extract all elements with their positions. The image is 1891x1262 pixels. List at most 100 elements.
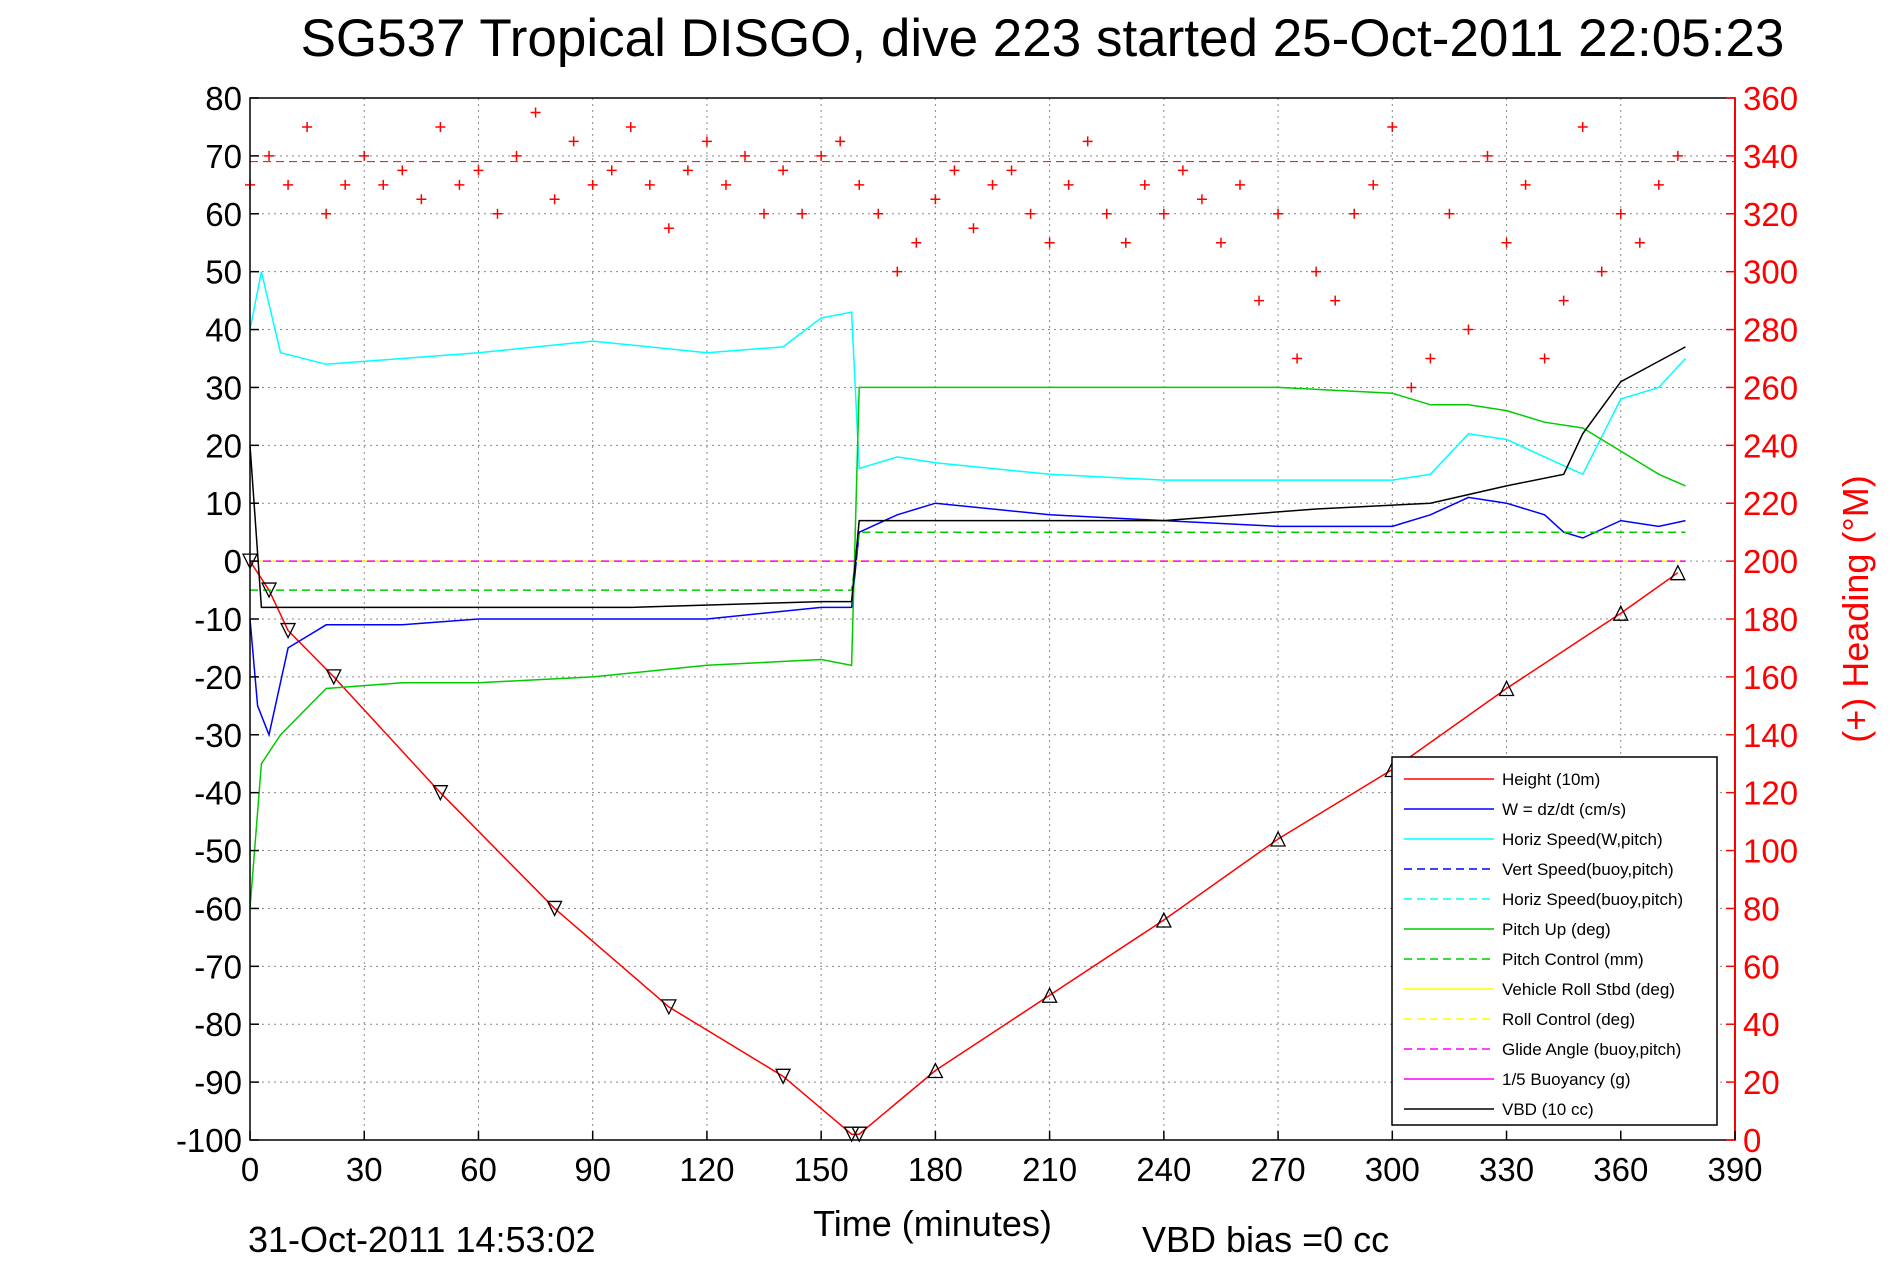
heading-point	[1653, 179, 1664, 190]
x-tick-label: 90	[574, 1151, 611, 1188]
y-tick-label: 70	[205, 138, 242, 175]
y-tick-label: 0	[224, 543, 242, 580]
x-tick-label: 330	[1479, 1151, 1534, 1188]
heading-point	[1196, 194, 1207, 205]
heading-point	[1539, 353, 1550, 364]
heading-point	[378, 179, 389, 190]
heading-point	[1025, 208, 1036, 219]
x-axis-label: Time (minutes)	[813, 1203, 1052, 1244]
x-tick-label: 390	[1707, 1151, 1762, 1188]
footer-vbd-bias: VBD bias =0 cc	[1142, 1219, 1389, 1260]
series-line-vbd-10-cc	[249, 346, 1686, 609]
heading-point	[987, 179, 998, 190]
heading-point	[1158, 208, 1169, 219]
legend-entry: Vehicle Roll Stbd (deg)	[1502, 980, 1675, 999]
heading-point	[1406, 382, 1417, 393]
x-tick-label: 240	[1136, 1151, 1191, 1188]
y-right-tick-label: 220	[1743, 485, 1798, 522]
heading-point	[1006, 165, 1017, 176]
heading-point	[1120, 237, 1131, 248]
heading-point	[416, 194, 427, 205]
heading-point	[321, 208, 332, 219]
heading-point	[1463, 324, 1474, 335]
x-tick-label: 180	[908, 1151, 963, 1188]
legend-entry: Glide Angle (buoy,pitch)	[1502, 1040, 1681, 1059]
y-right-tick-label: 180	[1743, 601, 1798, 638]
x-tick-label: 270	[1251, 1151, 1306, 1188]
y-tick-label: -90	[194, 1064, 242, 1101]
legend-entry: Horiz Speed(buoy,pitch)	[1502, 890, 1683, 909]
height-marker	[432, 785, 449, 802]
y-tick-label: -50	[194, 833, 242, 870]
heading-point	[1311, 266, 1322, 277]
heading-point	[873, 208, 884, 219]
heading-point	[644, 179, 655, 190]
x-tick-label: 0	[241, 1151, 259, 1188]
legend-box	[1391, 756, 1718, 1126]
heading-point	[359, 150, 370, 161]
y-tick-label: -10	[194, 601, 242, 638]
heading-point	[1101, 208, 1112, 219]
heading-point	[549, 194, 560, 205]
heading-point	[454, 179, 465, 190]
legend-entry: Roll Control (deg)	[1502, 1010, 1635, 1029]
height-marker	[775, 1068, 792, 1085]
heading-point	[340, 179, 351, 190]
legend-entry: Pitch Up (deg)	[1502, 920, 1611, 939]
y-tick-label: -60	[194, 890, 242, 927]
y-tick-label: -80	[194, 1006, 242, 1043]
heading-point	[302, 121, 313, 132]
series-line-horiz-speed-w-pitch	[249, 271, 1687, 481]
heading-point	[1444, 208, 1455, 219]
footer-timestamp: 31-Oct-2011 14:53:02	[248, 1219, 596, 1260]
heading-point	[1063, 179, 1074, 190]
legend-entry: W = dz/dt (cm/s)	[1502, 800, 1626, 819]
heading-point	[930, 194, 941, 205]
height-marker	[325, 669, 342, 686]
height-marker	[280, 622, 297, 640]
y-tick-label: -30	[194, 717, 242, 754]
heading-point	[587, 179, 598, 190]
tick-layer: 80706050403020100-10-20-30-40-50-60-70-8…	[176, 80, 1798, 1188]
height-marker	[1041, 986, 1058, 1003]
y-tick-label: -100	[176, 1122, 242, 1159]
height-marker	[851, 1126, 868, 1143]
legend-entry: Vert Speed(buoy,pitch)	[1502, 860, 1674, 879]
height-marker	[1155, 911, 1172, 928]
heading-point	[264, 150, 275, 161]
height-marker	[1612, 604, 1629, 621]
y-right-tick-label: 340	[1743, 138, 1798, 175]
y-right-tick-label: 360	[1743, 80, 1798, 117]
heading-point	[1330, 295, 1341, 306]
heading-point	[949, 165, 960, 176]
y-tick-label: -70	[194, 948, 242, 985]
heading-point	[606, 165, 617, 176]
height-marker	[927, 1062, 944, 1079]
heading-point	[1482, 150, 1493, 161]
heading-point	[283, 179, 294, 190]
y-tick-label: -20	[194, 659, 242, 696]
heading-point	[1577, 121, 1588, 132]
y-right-tick-label: 280	[1743, 312, 1798, 349]
heading-point	[1139, 179, 1150, 190]
y-tick-label: 80	[205, 80, 242, 117]
heading-point	[1615, 208, 1626, 219]
legend-entry: Horiz Speed(W,pitch)	[1502, 830, 1663, 849]
y-tick-label: 40	[205, 312, 242, 349]
heading-point	[663, 223, 674, 234]
heading-point	[1558, 295, 1569, 306]
heading-point	[854, 179, 865, 190]
x-tick-label: 120	[679, 1151, 734, 1188]
heading-point	[778, 165, 789, 176]
legend-entry: Pitch Control (mm)	[1502, 950, 1644, 969]
heading-point	[1672, 150, 1683, 161]
heading-point	[1082, 136, 1093, 147]
y-right-tick-label: 200	[1743, 543, 1798, 580]
heading-point	[1254, 295, 1265, 306]
heading-point	[1520, 179, 1531, 190]
x-tick-label: 210	[1022, 1151, 1077, 1188]
heading-point	[816, 150, 827, 161]
heading-point	[397, 165, 408, 176]
y-right-tick-label: 100	[1743, 833, 1798, 870]
